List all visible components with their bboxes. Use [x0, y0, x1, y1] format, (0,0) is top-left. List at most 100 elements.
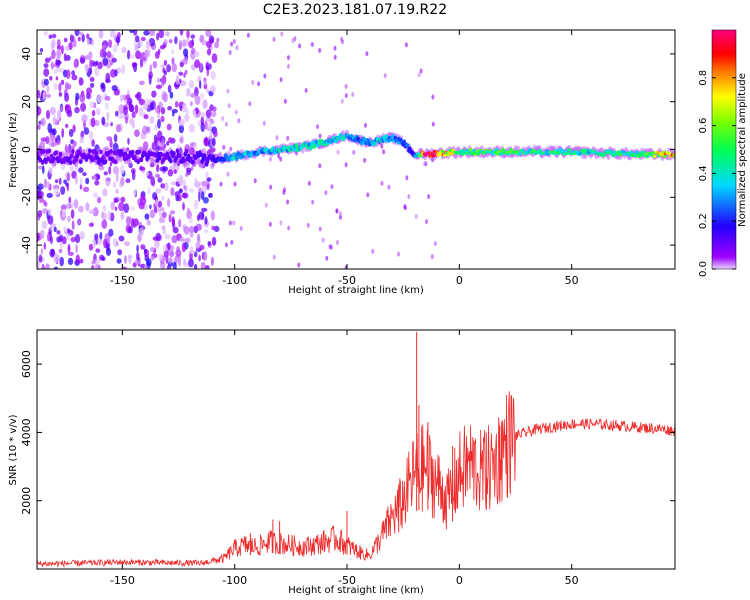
heatmap-noise-cell [200, 92, 205, 100]
heatmap-ridge-cell [139, 157, 144, 163]
heatmap-noise-cell [105, 177, 111, 182]
heatmap-noise-cell [55, 76, 59, 81]
heatmap-noise-cell [64, 81, 70, 91]
heatmap-noise-cell [202, 197, 209, 204]
heatmap-noise-cell [169, 210, 176, 215]
heatmap-noise-cell [103, 171, 108, 176]
heatmap-noise-cell [157, 253, 163, 260]
heatmap-noise-cell [318, 163, 322, 169]
heatmap-noise-cell [40, 137, 47, 142]
heatmap-ytick-label: -40 [20, 236, 33, 254]
heatmap-noise-cell [53, 69, 58, 74]
heatmap-noise-cell [157, 177, 163, 183]
heatmap-noise-cell [272, 254, 276, 260]
heatmap-noise-cell [328, 244, 332, 250]
heatmap-noise-cell [330, 184, 334, 190]
heatmap-noise-cell [120, 176, 125, 186]
heatmap-noise-cell [144, 264, 148, 269]
heatmap-noise-cell [186, 88, 191, 93]
heatmap-noise-cell [224, 121, 228, 127]
heatmap-noise-cell [188, 40, 194, 49]
heatmap-ridge-cell [175, 148, 180, 154]
heatmap-noise-cell [37, 89, 41, 99]
colorbar-gradient [711, 29, 737, 270]
heatmap-noise-cell [118, 235, 125, 242]
heatmap-noise-cell [125, 115, 128, 124]
heatmap-ridge-cell [538, 149, 542, 153]
heatmap-ridge-cell [88, 148, 92, 154]
heatmap-noise-cell [287, 225, 291, 231]
heatmap-ytick-label: 0 [20, 146, 33, 153]
heatmap-noise-cell [65, 123, 69, 128]
heatmap-noise-cell [115, 172, 119, 183]
heatmap-noise-cell [140, 36, 146, 42]
heatmap-noise-cell [189, 232, 194, 238]
heatmap-noise-cell [423, 161, 427, 167]
heatmap-noise-cell [79, 136, 84, 144]
heatmap-noise-cell [89, 101, 95, 109]
heatmap-noise-cell [135, 50, 142, 60]
heatmap-noise-cell [129, 206, 136, 211]
heatmap-noise-cell [153, 134, 158, 144]
heatmap-noise-cell [163, 92, 168, 103]
heatmap-noise-cell [39, 191, 44, 198]
heatmap-noise-cell [147, 186, 151, 195]
heatmap-noise-cell [115, 124, 122, 133]
heatmap-noise-cell [148, 74, 152, 85]
snr-ytick-label: 2000 [20, 487, 33, 515]
heatmap-noise-cell [68, 196, 72, 204]
heatmap-noise-cell [61, 208, 67, 218]
heatmap-noise-cell [166, 198, 171, 208]
heatmap-noise-cell [82, 172, 87, 177]
heatmap-noise-cell [304, 88, 308, 93]
heatmap-noise-cell [96, 174, 101, 180]
heatmap-ytick-label: 20 [20, 95, 33, 109]
heatmap-noise-cell [173, 169, 177, 174]
heatmap-noise-cell [67, 228, 70, 234]
heatmap-noise-cell [134, 93, 140, 99]
heatmap-noise-cell [417, 72, 421, 78]
heatmap-noise-cell [90, 38, 94, 46]
heatmap-noise-cell [59, 106, 64, 112]
heatmap-noise-cell [51, 142, 56, 147]
heatmap-noise-cell [190, 34, 196, 39]
heatmap-noise-cell [49, 236, 53, 244]
heatmap-noise-cell [164, 234, 171, 240]
heatmap-noise-cell [40, 229, 45, 240]
heatmap-noise-cell [318, 133, 322, 139]
heatmap-noise-cell [179, 105, 183, 112]
heatmap-noise-cell [160, 76, 165, 87]
heatmap-noise-cell [113, 181, 116, 189]
heatmap-noise-cell [158, 101, 163, 109]
heatmap-noise-cell [306, 222, 310, 228]
heatmap-noise-cell [189, 225, 195, 234]
heatmap-noise-cell [184, 185, 189, 194]
heatmap-ridge-cell [174, 155, 179, 161]
heatmap-noise-cell [208, 120, 212, 130]
heatmap-noise-cell [46, 84, 50, 94]
heatmap-ridge-halo [188, 147, 193, 155]
heatmap-noise-cell [91, 260, 96, 265]
heatmap-ridge-cell [373, 141, 377, 146]
heatmap-noise-cell [53, 266, 59, 269]
heatmap-noise-cell [90, 117, 96, 128]
heatmap-noise-cell [174, 36, 178, 45]
heatmap-ridge-cell [137, 149, 141, 155]
heatmap-noise-cell [94, 66, 100, 77]
heatmap-ridge-cell [99, 149, 103, 155]
heatmap-noise-cell [275, 135, 279, 141]
heatmap-noise-cell [87, 52, 92, 61]
heatmap-noise-cell [85, 202, 90, 212]
heatmap-noise-cell [49, 56, 52, 61]
heatmap-ridge-cell [90, 157, 94, 163]
heatmap-noise-cell [85, 177, 90, 185]
heatmap-noise-cell [48, 34, 53, 39]
heatmap-noise-cell [190, 166, 194, 171]
heatmap-noise-cell [172, 261, 177, 269]
heatmap-noise-cell [205, 30, 212, 37]
heatmap-noise-cell [114, 198, 119, 203]
heatmap-noise-cell [160, 115, 165, 123]
heatmap-ridge-cell [663, 154, 667, 159]
heatmap-noise-cell [239, 225, 243, 231]
heatmap-ridge-cell [653, 154, 657, 158]
